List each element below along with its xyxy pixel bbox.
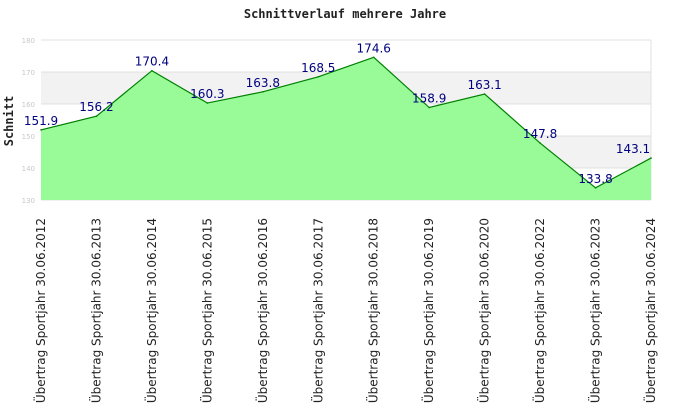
x-tick-label: Übertrag Sportjahr 30.06.2022: [531, 218, 547, 403]
data-point: [372, 56, 375, 59]
x-tick-label: Übertrag Sportjahr 30.06.2016: [254, 218, 270, 403]
y-tick-label: 160: [22, 101, 35, 109]
data-label: 163.8: [246, 76, 280, 90]
data-point: [40, 129, 42, 131]
area-series: [40, 56, 652, 200]
x-tick-label: Übertrag Sportjahr 30.06.2013: [87, 218, 103, 403]
y-tick-label: 170: [22, 69, 35, 77]
x-tick-label: Übertrag Sportjahr 30.06.2020: [476, 218, 492, 403]
area-fill: [41, 57, 651, 200]
data-label: 151.9: [24, 114, 58, 128]
data-label: 160.3: [190, 87, 224, 101]
x-tick-label: Übertrag Sportjahr 30.06.2017: [309, 218, 325, 403]
series-line: [40, 56, 652, 189]
y-tick-label: 180: [22, 37, 35, 45]
data-label: 143.1: [616, 142, 650, 156]
x-tick-label: Übertrag Sportjahr 30.06.2018: [365, 218, 381, 403]
y-tick-label: 150: [22, 133, 35, 141]
data-point: [151, 69, 153, 72]
x-tick-label: Übertrag Sportjahr 30.06.2015: [198, 218, 214, 403]
data-label: 147.8: [523, 127, 557, 141]
data-point: [206, 102, 209, 104]
data-point: [317, 76, 320, 78]
x-tick-label: Übertrag Sportjahr 30.06.2012: [32, 218, 48, 403]
data-label: 163.1: [467, 78, 501, 92]
x-tick-label: Übertrag Sportjahr 30.06.2014: [143, 218, 159, 403]
data-label: 158.9: [412, 92, 446, 106]
x-tick-label: Übertrag Sportjahr 30.06.2019: [420, 218, 436, 403]
data-label: 170.4: [135, 55, 169, 69]
data-point: [594, 187, 597, 189]
y-axis-label: Schnitt: [2, 96, 16, 147]
data-label: 174.6: [357, 41, 391, 55]
data-label: 168.5: [301, 61, 335, 75]
x-tick-label: Übertrag Sportjahr 30.06.2024: [642, 218, 658, 403]
data-label: 133.8: [578, 172, 612, 186]
y-tick-label: 140: [22, 165, 35, 173]
y-axis-ticks: 130 140 150 160 170 180: [22, 37, 35, 205]
x-tick-label: Übertrag Sportjahr 30.06.2023: [587, 218, 603, 403]
data-point: [483, 93, 486, 95]
data-point: [539, 142, 541, 144]
data-point: [262, 91, 264, 93]
data-point: [428, 106, 430, 109]
chart-title: Schnittverlauf mehrere Jahre: [244, 7, 446, 21]
y-tick-label: 130: [22, 197, 35, 205]
data-point: [650, 157, 652, 159]
x-axis-ticks: Übertrag Sportjahr 30.06.2012 Übertrag Sp…: [32, 218, 658, 403]
data-label: 156.2: [79, 100, 113, 114]
data-point: [95, 115, 98, 117]
data-labels: 151.9 156.2 170.4 160.3 163.8 168.5 174.6 158.9…: [24, 41, 650, 186]
